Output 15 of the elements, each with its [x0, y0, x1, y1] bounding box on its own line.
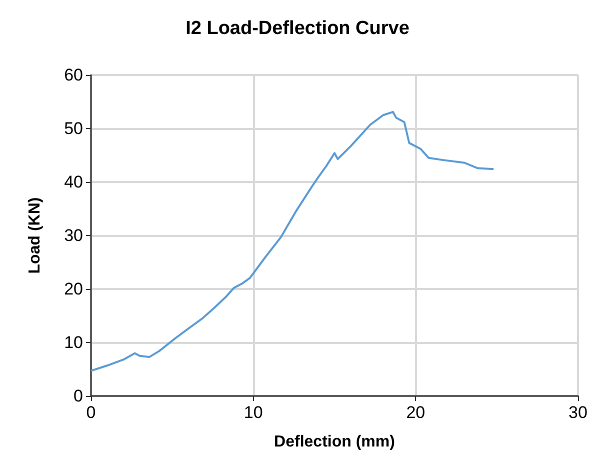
- x-tick-label: 10: [244, 403, 263, 422]
- x-tick-label: 0: [86, 403, 96, 422]
- y-tick-label: 30: [64, 226, 83, 245]
- chart-title: I2 Load-Deflection Curve: [186, 18, 410, 39]
- y-tick-label: 40: [64, 172, 83, 192]
- y-tick-label: 0: [74, 386, 83, 406]
- y-axis-title: Load (KN): [26, 197, 44, 274]
- line-series: [90, 110, 495, 372]
- y-tick-label: 10: [64, 333, 83, 352]
- y-tick-label: 60: [64, 66, 83, 84]
- x-axis-title: Deflection (mm): [274, 434, 395, 450]
- x-tick-label: 20: [406, 403, 426, 422]
- y-tick-label: 50: [64, 119, 83, 138]
- x-tick-label: 30: [568, 403, 588, 422]
- y-tick-label: 20: [64, 280, 83, 298]
